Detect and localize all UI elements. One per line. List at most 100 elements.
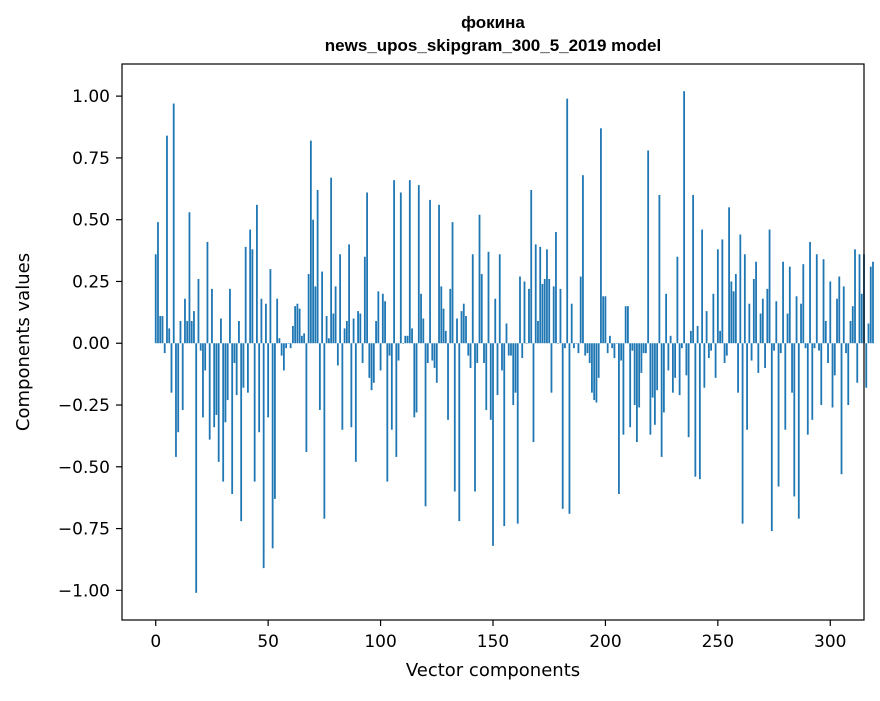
bar <box>638 343 641 408</box>
bar <box>584 343 587 356</box>
bar <box>222 343 225 482</box>
bar <box>395 343 398 457</box>
y-tick-label: 1.00 <box>72 87 110 107</box>
x-tick-label: 50 <box>257 632 279 652</box>
bar <box>462 303 465 344</box>
bar <box>645 343 647 354</box>
bar <box>678 343 681 396</box>
bar <box>211 288 213 344</box>
bar <box>696 325 699 344</box>
bar <box>815 254 818 344</box>
bar <box>858 254 861 344</box>
bar <box>271 343 274 549</box>
bar <box>343 328 346 344</box>
bar <box>730 281 733 344</box>
bar <box>865 343 868 388</box>
bar <box>170 343 173 393</box>
bar <box>244 246 247 344</box>
bar <box>734 274 737 344</box>
bar <box>631 343 634 351</box>
bar <box>759 313 762 344</box>
bar <box>521 343 524 359</box>
bar <box>312 219 315 344</box>
bar <box>714 343 717 378</box>
bar <box>820 343 823 406</box>
bar <box>867 323 870 344</box>
bar <box>265 303 267 344</box>
bar <box>339 254 341 344</box>
bar <box>546 249 548 344</box>
bar <box>489 343 492 420</box>
bar <box>611 343 614 349</box>
bar <box>458 343 461 522</box>
bar <box>393 180 395 344</box>
bar <box>651 343 654 398</box>
bar <box>208 343 211 440</box>
bar <box>532 343 535 443</box>
bar <box>305 343 308 452</box>
bar <box>761 298 764 344</box>
bar <box>269 269 272 344</box>
bar <box>811 343 814 420</box>
bar <box>685 343 688 376</box>
bar <box>154 254 157 344</box>
bar <box>181 343 184 410</box>
bar <box>564 343 566 349</box>
bar <box>460 311 463 344</box>
bar <box>217 343 220 462</box>
bar <box>561 343 564 509</box>
bar <box>548 278 551 344</box>
bar <box>467 343 470 356</box>
bar <box>795 296 798 344</box>
bar <box>280 343 283 356</box>
bar <box>253 343 256 482</box>
bar <box>238 321 240 344</box>
bar <box>296 303 299 344</box>
bar <box>224 343 227 423</box>
bar <box>860 293 863 344</box>
bar <box>505 323 508 344</box>
y-tick-label: −1.00 <box>58 581 110 601</box>
bar <box>640 343 643 373</box>
bar <box>399 192 402 344</box>
bar <box>737 343 739 393</box>
bar <box>408 180 411 344</box>
bar <box>755 261 757 344</box>
bar <box>566 98 569 344</box>
bar <box>797 343 800 519</box>
bar <box>707 343 710 359</box>
bar <box>757 343 760 373</box>
bar <box>267 343 270 418</box>
bar <box>334 286 337 344</box>
bar <box>404 335 407 344</box>
bar <box>370 343 373 391</box>
bar <box>653 343 656 425</box>
bar <box>698 343 701 480</box>
bar <box>215 343 218 415</box>
bar <box>575 343 578 344</box>
bar <box>429 199 431 344</box>
bar <box>802 264 805 344</box>
bar <box>231 343 234 494</box>
bar <box>642 343 645 354</box>
bar <box>680 343 683 349</box>
bar <box>809 241 811 344</box>
bar <box>716 249 719 344</box>
bar <box>658 194 661 344</box>
bar <box>186 321 189 344</box>
bar <box>285 343 288 349</box>
bar <box>213 343 216 428</box>
bar <box>184 298 186 344</box>
bar <box>485 343 488 410</box>
bar <box>703 343 706 388</box>
bar <box>251 249 254 344</box>
bar <box>444 330 447 344</box>
bar <box>357 311 359 344</box>
bar <box>633 343 636 406</box>
bar <box>226 343 229 401</box>
bar <box>496 343 499 396</box>
bar <box>793 343 796 497</box>
bar <box>442 308 445 344</box>
bar <box>168 328 171 344</box>
